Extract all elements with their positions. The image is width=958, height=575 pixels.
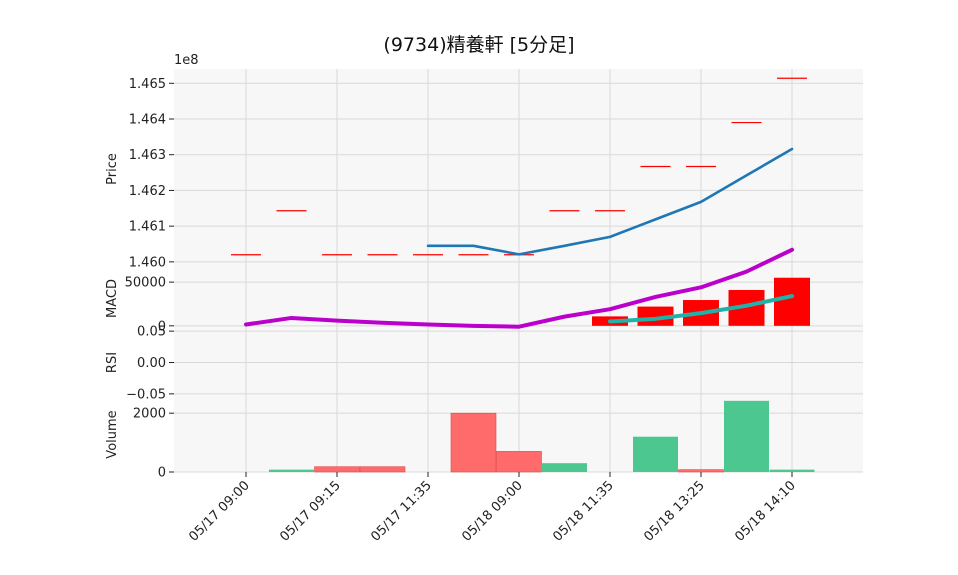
volume-bar bbox=[314, 466, 360, 473]
volume-bar bbox=[724, 400, 769, 472]
volume-y-tick-label: 0 bbox=[158, 466, 166, 481]
macd-y-tick-label: 0 bbox=[158, 319, 166, 334]
price-y-tick-label: 1.463 bbox=[129, 148, 166, 163]
x-tick-label: 05/18 11:35 bbox=[550, 478, 617, 545]
price-y-tick-label: 1.460 bbox=[129, 255, 166, 270]
price-y-tick-label: 1.461 bbox=[129, 220, 166, 235]
chart-title: (9734)精養軒 [5分足] bbox=[383, 34, 575, 56]
volume-bar bbox=[269, 469, 314, 472]
price-y-tick-label: 1.462 bbox=[129, 184, 166, 199]
volume-axis-label: Volume bbox=[105, 410, 120, 458]
volume-bar bbox=[450, 412, 497, 473]
price-y-tick-label: 1.464 bbox=[129, 113, 166, 128]
macd-histogram-bar bbox=[774, 277, 810, 326]
signal-line bbox=[608, 294, 794, 324]
macd-y-tick-label: 50000 bbox=[125, 276, 166, 291]
macd-line bbox=[244, 247, 794, 329]
volume-bar bbox=[496, 451, 542, 473]
x-tick-label: 05/17 09:00 bbox=[186, 478, 253, 545]
volume-bar bbox=[542, 463, 587, 472]
volume-bar bbox=[633, 436, 678, 472]
price-axis-label: Price bbox=[105, 153, 120, 185]
rsi-y-tick-label: 0.05 bbox=[137, 325, 166, 340]
x-tick-label: 05/17 09:15 bbox=[277, 478, 344, 545]
x-tick-label: 05/18 14:10 bbox=[732, 478, 799, 545]
rsi-y-tick-label: 0.00 bbox=[137, 356, 166, 371]
x-tick-label: 05/18 09:00 bbox=[459, 478, 526, 545]
macd-axis-label: MACD bbox=[105, 279, 120, 318]
x-tick-label: 05/18 13:25 bbox=[641, 478, 708, 545]
x-tick-label: 05/17 11:35 bbox=[368, 478, 435, 545]
volume-bar bbox=[769, 469, 815, 472]
price-offset-label: 1e8 bbox=[174, 53, 199, 68]
rsi-y-tick-label: −0.05 bbox=[126, 387, 166, 402]
volume-bar bbox=[678, 469, 724, 473]
volume-y-tick-label: 2000 bbox=[133, 407, 166, 422]
volume-bar bbox=[359, 466, 406, 473]
rsi-axis-label: RSI bbox=[105, 352, 120, 373]
price-y-tick-label: 1.465 bbox=[129, 77, 166, 92]
moving-average-line bbox=[426, 147, 794, 256]
